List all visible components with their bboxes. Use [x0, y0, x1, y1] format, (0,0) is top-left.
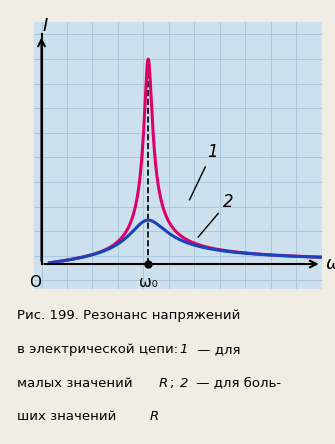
Text: малых значений: малых значений — [17, 377, 135, 389]
Text: ших значений: ших значений — [17, 410, 119, 423]
Text: 1: 1 — [189, 143, 217, 200]
Text: — для: — для — [193, 343, 240, 356]
Text: ;: ; — [170, 377, 178, 389]
Text: O: O — [29, 275, 41, 290]
Text: R: R — [158, 377, 168, 389]
Text: — для боль-: — для боль- — [192, 377, 281, 389]
Text: I: I — [43, 17, 48, 36]
Text: в электрической цепи:: в электрической цепи: — [17, 343, 181, 356]
Text: 2: 2 — [180, 377, 188, 389]
Text: ω: ω — [326, 255, 335, 273]
Text: ω₀: ω₀ — [139, 275, 158, 290]
Text: Рис. 199. Резонанс напряжений: Рис. 199. Резонанс напряжений — [17, 309, 240, 322]
Text: R: R — [150, 410, 159, 423]
Text: 2: 2 — [198, 193, 233, 237]
Text: 1: 1 — [179, 343, 188, 356]
